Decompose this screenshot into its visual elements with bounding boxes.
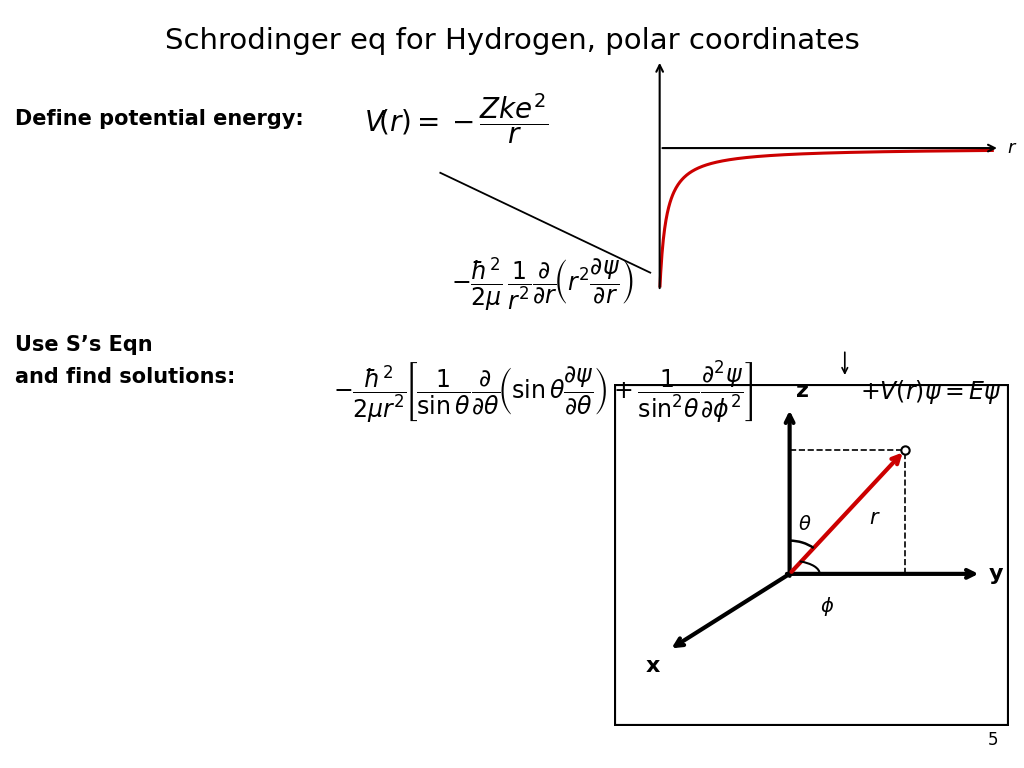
- Text: $+V(r)\psi = E\psi$: $+V(r)\psi = E\psi$: [860, 378, 1001, 406]
- Text: $\theta$: $\theta$: [799, 515, 812, 534]
- Text: r: r: [1008, 139, 1015, 157]
- Text: $-\dfrac{\hbar^{2}}{2\mu r^{2}}\!\left[\dfrac{1}{\sin\theta}\dfrac{\partial}{\pa: $-\dfrac{\hbar^{2}}{2\mu r^{2}}\!\left[\…: [333, 358, 753, 425]
- Text: Schrodinger eq for Hydrogen, polar coordinates: Schrodinger eq for Hydrogen, polar coord…: [165, 27, 859, 55]
- Text: $-\dfrac{\hbar^{2}}{2\mu}\,\dfrac{1}{r^{2}}\dfrac{\partial}{\partial r}\!\left(r: $-\dfrac{\hbar^{2}}{2\mu}\,\dfrac{1}{r^{…: [452, 256, 634, 313]
- Text: x: x: [646, 656, 660, 676]
- Text: r: r: [869, 508, 878, 528]
- Text: $\phi$: $\phi$: [820, 594, 835, 617]
- Text: Define potential energy:: Define potential energy:: [15, 109, 304, 129]
- Text: $V\!\left(r\right) = -\dfrac{Zke^{2}}{r}$: $V\!\left(r\right) = -\dfrac{Zke^{2}}{r}…: [364, 91, 548, 147]
- Text: 5: 5: [988, 731, 998, 749]
- Text: z: z: [797, 381, 809, 401]
- Text: Use S’s Eqn
and find solutions:: Use S’s Eqn and find solutions:: [15, 335, 236, 387]
- Text: y: y: [989, 564, 1004, 584]
